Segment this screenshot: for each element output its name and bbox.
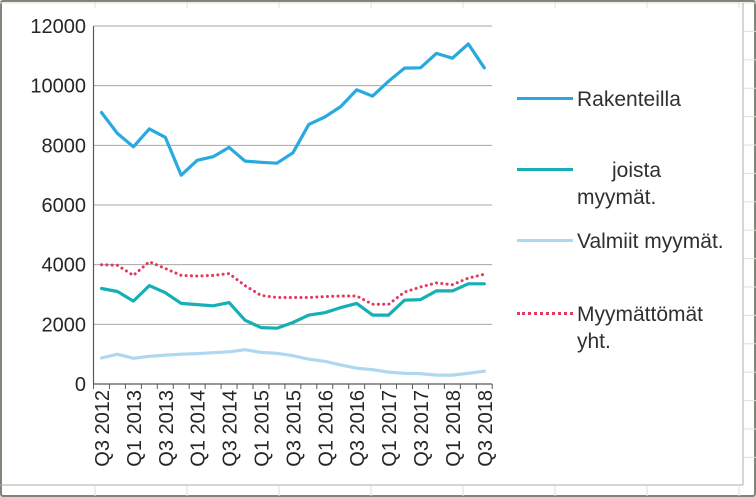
x-axis-label: Q3 2017	[411, 390, 433, 467]
x-axis-label: Q1 2017	[379, 390, 401, 467]
y-axis-label: 2000	[42, 314, 87, 336]
x-axis-label: Q1 2018	[443, 390, 465, 467]
x-axis-label: Q1 2015	[251, 390, 273, 467]
series-line-joista-myymat	[99, 282, 486, 330]
x-axis-label: Q3 2015	[283, 390, 305, 467]
y-axis-label: 4000	[42, 255, 87, 277]
series-line-rakenteilla	[99, 42, 486, 177]
y-axis-label: 8000	[42, 135, 87, 157]
x-axis-label: Q3 2016	[347, 390, 369, 467]
y-axis-label: 0	[75, 374, 86, 396]
x-axis-label: Q1 2016	[315, 390, 337, 467]
y-axis-label: 10000	[30, 76, 86, 98]
x-axis-label: Q3 2012	[92, 390, 114, 467]
x-axis-label: Q3 2018	[475, 390, 497, 467]
x-axis-label: Q3 2013	[156, 390, 178, 467]
x-axis-label: Q1 2013	[124, 390, 146, 467]
y-axis-label: 6000	[42, 195, 87, 217]
series-line-myymattomat-yht	[100, 260, 486, 306]
series-line-valmiit-myymat	[99, 348, 486, 377]
y-axis-label: 12000	[30, 16, 86, 38]
x-axis-label: Q1 2014	[188, 390, 210, 467]
x-axis-label: Q3 2014	[220, 390, 242, 467]
